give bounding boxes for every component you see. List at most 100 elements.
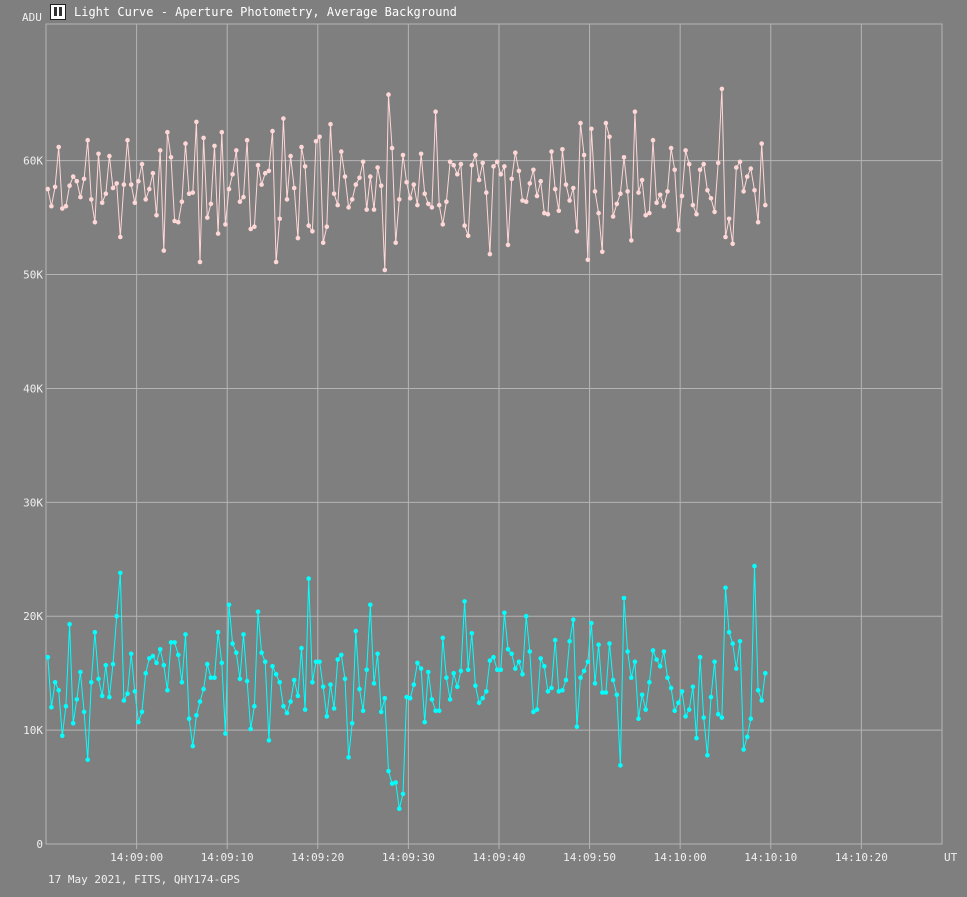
data-point (505, 242, 511, 248)
data-point (676, 227, 681, 233)
data-point (549, 149, 554, 154)
data-point (382, 267, 388, 273)
data-point (542, 210, 547, 216)
x-axis: 14:09:00 14:09:10 14:09:20 14:09:30 14:09:40… (110, 851, 888, 864)
data-point (701, 161, 706, 167)
data-point (107, 694, 112, 700)
data-point (400, 791, 406, 797)
data-point (737, 639, 743, 644)
data-point (92, 629, 98, 635)
data-point (683, 714, 688, 719)
x-axis-label: UT (944, 851, 958, 864)
data-point (534, 707, 540, 712)
data-point (411, 182, 417, 187)
data-point (328, 121, 333, 127)
data-point (592, 189, 598, 194)
data-point (371, 681, 377, 686)
data-point (103, 191, 109, 196)
y-tick-label: 30K (23, 496, 43, 509)
data-point (132, 689, 138, 694)
data-point (125, 137, 130, 143)
data-point (89, 680, 94, 685)
data-point (668, 145, 674, 151)
data-point (502, 164, 507, 169)
data-point (157, 647, 163, 652)
data-point (763, 670, 768, 676)
data-point (310, 229, 315, 234)
data-point (429, 205, 435, 210)
data-point (755, 688, 761, 693)
data-point (632, 109, 638, 114)
data-point (556, 689, 562, 694)
data-point (136, 178, 141, 184)
data-point (150, 653, 156, 659)
data-point (650, 137, 656, 143)
data-point (244, 678, 250, 684)
data-point (759, 141, 764, 146)
series-line (47, 88, 766, 271)
data-point (397, 197, 402, 202)
data-point (136, 719, 141, 725)
data-point (418, 666, 424, 671)
data-point (74, 178, 80, 184)
data-point (226, 186, 232, 192)
data-point (603, 120, 609, 126)
data-point (346, 205, 351, 210)
data-point (81, 176, 87, 182)
data-point (339, 149, 344, 154)
data-point (462, 223, 467, 228)
data-point (672, 167, 677, 173)
data-point (571, 617, 576, 622)
x-tick-label: 14:09:30 (382, 851, 435, 864)
data-point (509, 176, 514, 182)
data-point (277, 216, 283, 222)
data-point (404, 694, 409, 700)
data-point (465, 667, 471, 673)
data-point (509, 651, 514, 657)
data-point (52, 184, 58, 190)
data-point (165, 129, 170, 135)
data-point (306, 576, 312, 581)
data-point (320, 684, 326, 690)
data-point (143, 670, 148, 676)
data-point (310, 680, 315, 685)
data-point (719, 715, 725, 720)
data-point (349, 721, 355, 726)
data-point (665, 675, 670, 680)
plot-frame (45, 23, 943, 845)
data-point (647, 210, 652, 216)
data-point (252, 703, 257, 709)
x-tick-label: 14:09:00 (110, 851, 163, 864)
data-point (56, 688, 61, 693)
data-point (422, 191, 428, 196)
data-point (259, 182, 264, 187)
data-point (302, 707, 308, 712)
data-point (342, 676, 348, 682)
data-point (190, 743, 196, 749)
data-point (426, 201, 431, 207)
data-point (393, 780, 399, 785)
data-point (49, 203, 54, 209)
data-point (589, 126, 594, 132)
data-point (433, 109, 438, 114)
data-point (281, 703, 286, 709)
data-point (661, 203, 667, 209)
app-icon[interactable] (50, 4, 66, 20)
data-point (505, 647, 511, 652)
data-point (154, 213, 159, 218)
data-point (150, 170, 156, 176)
data-point (357, 175, 362, 181)
data-point (657, 192, 663, 198)
data-point (538, 178, 543, 184)
data-point (270, 128, 275, 134)
data-point (679, 689, 685, 694)
data-point (393, 240, 399, 245)
data-point (690, 684, 696, 690)
data-point (563, 677, 569, 683)
data-point (317, 659, 322, 665)
data-point (375, 651, 380, 657)
data-point (581, 668, 587, 674)
data-point (288, 699, 293, 704)
data-point (248, 726, 253, 732)
data-point (168, 640, 174, 645)
